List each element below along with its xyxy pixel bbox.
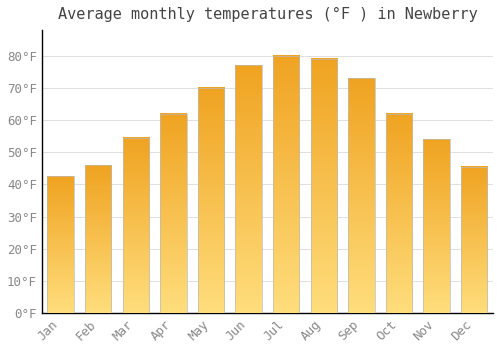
Bar [386, 114, 412, 313]
Bar [273, 56, 299, 313]
Bar [48, 176, 74, 313]
Bar [348, 78, 374, 313]
Bar [424, 139, 450, 313]
Title: Average monthly temperatures (°F ) in Newberry: Average monthly temperatures (°F ) in Ne… [58, 7, 478, 22]
Bar [310, 59, 337, 313]
Bar [122, 138, 149, 313]
Bar [85, 165, 112, 313]
Bar [198, 88, 224, 313]
Bar [160, 114, 186, 313]
Bar [461, 167, 487, 313]
Bar [236, 65, 262, 313]
